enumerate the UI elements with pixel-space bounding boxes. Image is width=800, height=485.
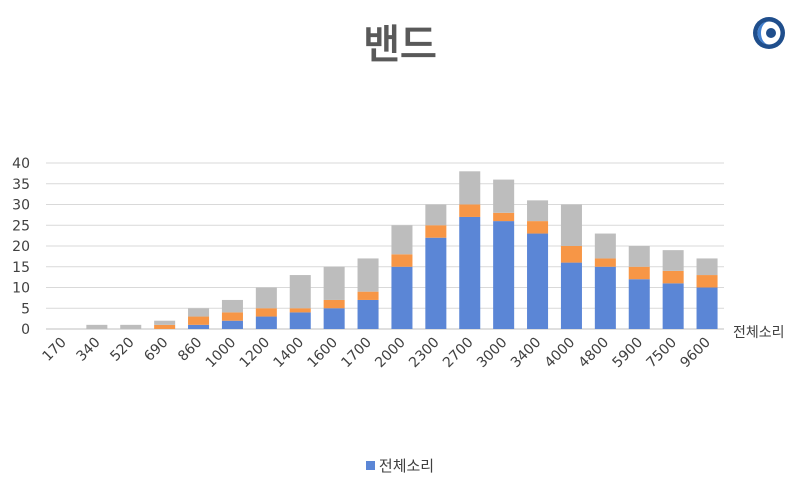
bar-segment-series-1 xyxy=(188,324,210,329)
bar-segment-series-2 xyxy=(493,212,515,222)
x-tick-label: 2300 xyxy=(406,335,443,372)
bar-segment-series-1 xyxy=(662,283,684,329)
bar-segment-series-3 xyxy=(86,324,108,329)
y-tick-label: 40 xyxy=(12,156,30,172)
x-tick-label: 3400 xyxy=(508,335,545,372)
bar-segment-series-1 xyxy=(493,221,515,329)
bar-segment-series-2 xyxy=(357,291,379,300)
y-tick-label: 35 xyxy=(12,177,30,193)
bar-segment-series-2 xyxy=(289,308,311,313)
x-tick-label: 1400 xyxy=(271,335,308,372)
bar-segment-series-1 xyxy=(255,316,277,329)
x-tick-label: 3000 xyxy=(474,335,511,372)
x-tick-label: 1000 xyxy=(203,335,240,372)
x-tick-label: 7500 xyxy=(643,335,680,372)
bar-segment-series-3 xyxy=(188,308,210,317)
y-tick-label: 20 xyxy=(12,239,30,255)
bar-segment-series-3 xyxy=(357,258,379,292)
y-tick-label: 5 xyxy=(21,301,30,317)
y-tick-label: 15 xyxy=(12,260,30,276)
y-axis-ticks: 0 5 10 15 20 25 30 35 40 xyxy=(12,156,30,338)
x-tick-label: 170 xyxy=(40,335,70,365)
x-tick-label: 9600 xyxy=(677,335,714,372)
x-tick-label: 860 xyxy=(175,335,205,365)
bar-segment-series-2 xyxy=(696,275,718,288)
legend-swatch xyxy=(365,461,375,470)
bar-segment-series-3 xyxy=(696,258,718,276)
bar-segment-series-2 xyxy=(527,221,549,234)
y-tick-label: 30 xyxy=(12,198,30,214)
bar-segment-series-2 xyxy=(391,254,413,267)
bar-segment-series-2 xyxy=(560,246,582,263)
bar-segment-series-3 xyxy=(255,287,277,309)
x-tick-label: 4800 xyxy=(576,335,613,372)
x-tick-label: 1600 xyxy=(304,335,341,372)
bar-segment-series-1 xyxy=(527,233,549,329)
x-tick-label: 2000 xyxy=(372,335,409,372)
legend-label: 전체소리 xyxy=(378,457,435,475)
y-tick-label: 25 xyxy=(12,218,30,234)
bar-segment-series-2 xyxy=(459,204,481,217)
bar-segment-series-1 xyxy=(696,287,718,329)
bars xyxy=(86,171,718,329)
logo-icon xyxy=(753,17,785,49)
x-axis-ticks: 170 340 520 690 8601000120014001600170020002… xyxy=(40,335,714,372)
x-tick-label: 4000 xyxy=(542,335,579,372)
y-tick-label: 10 xyxy=(12,281,30,297)
x-tick-label: 340 xyxy=(73,335,103,365)
bar-segment-series-2 xyxy=(221,312,243,321)
bar-segment-series-3 xyxy=(425,204,447,226)
legend: 전체소리 xyxy=(0,455,800,476)
bar-segment-series-3 xyxy=(323,266,345,300)
bar-segment-series-3 xyxy=(154,320,176,325)
bar-segment-series-2 xyxy=(323,299,345,309)
y-tick-label: 0 xyxy=(21,322,30,338)
bar-segment-series-1 xyxy=(425,237,447,329)
bar-segment-series-1 xyxy=(221,320,243,329)
bar-segment-series-2 xyxy=(425,225,447,238)
bar-segment-series-3 xyxy=(527,200,549,222)
bar-segment-series-3 xyxy=(662,250,684,271)
bar-segment-series-3 xyxy=(560,204,582,246)
chart-title: 밴드 xyxy=(363,22,437,68)
x-tick-label: 5900 xyxy=(610,335,647,372)
x-axis-label: 전체소리 xyxy=(733,325,785,341)
x-tick-label: 520 xyxy=(107,335,137,365)
bar-segment-series-2 xyxy=(662,270,684,284)
bar-segment-series-3 xyxy=(289,275,311,309)
bar-segment-series-3 xyxy=(391,225,413,255)
bar-segment-series-2 xyxy=(188,316,210,325)
bar-segment-series-1 xyxy=(391,266,413,329)
bar-segment-series-3 xyxy=(459,171,481,205)
bar-segment-series-1 xyxy=(323,308,345,329)
bar-segment-series-2 xyxy=(255,308,277,317)
x-tick-label: 690 xyxy=(141,335,171,365)
bar-segment-series-2 xyxy=(594,258,616,267)
bar-segment-series-3 xyxy=(594,233,616,259)
x-tick-label: 1200 xyxy=(237,335,274,372)
x-tick-label: 1700 xyxy=(338,335,375,372)
bar-segment-series-1 xyxy=(289,312,311,329)
gridlines xyxy=(46,162,724,330)
bar-segment-series-3 xyxy=(120,324,142,329)
bar-segment-series-3 xyxy=(221,299,243,313)
bar-segment-series-2 xyxy=(628,266,650,280)
x-tick-label: 2700 xyxy=(440,335,477,372)
bar-segment-series-1 xyxy=(357,299,379,329)
bar-segment-series-1 xyxy=(560,262,582,329)
bar-segment-series-2 xyxy=(154,324,176,329)
chart-plot: 0 5 10 15 20 25 30 35 40 170 340 520 690 86010001200… xyxy=(12,156,785,372)
bar-segment-series-1 xyxy=(594,266,616,329)
bar-segment-series-1 xyxy=(459,216,481,329)
bar-segment-series-3 xyxy=(493,179,515,213)
bar-segment-series-3 xyxy=(628,246,650,267)
bar-segment-series-1 xyxy=(628,279,650,329)
